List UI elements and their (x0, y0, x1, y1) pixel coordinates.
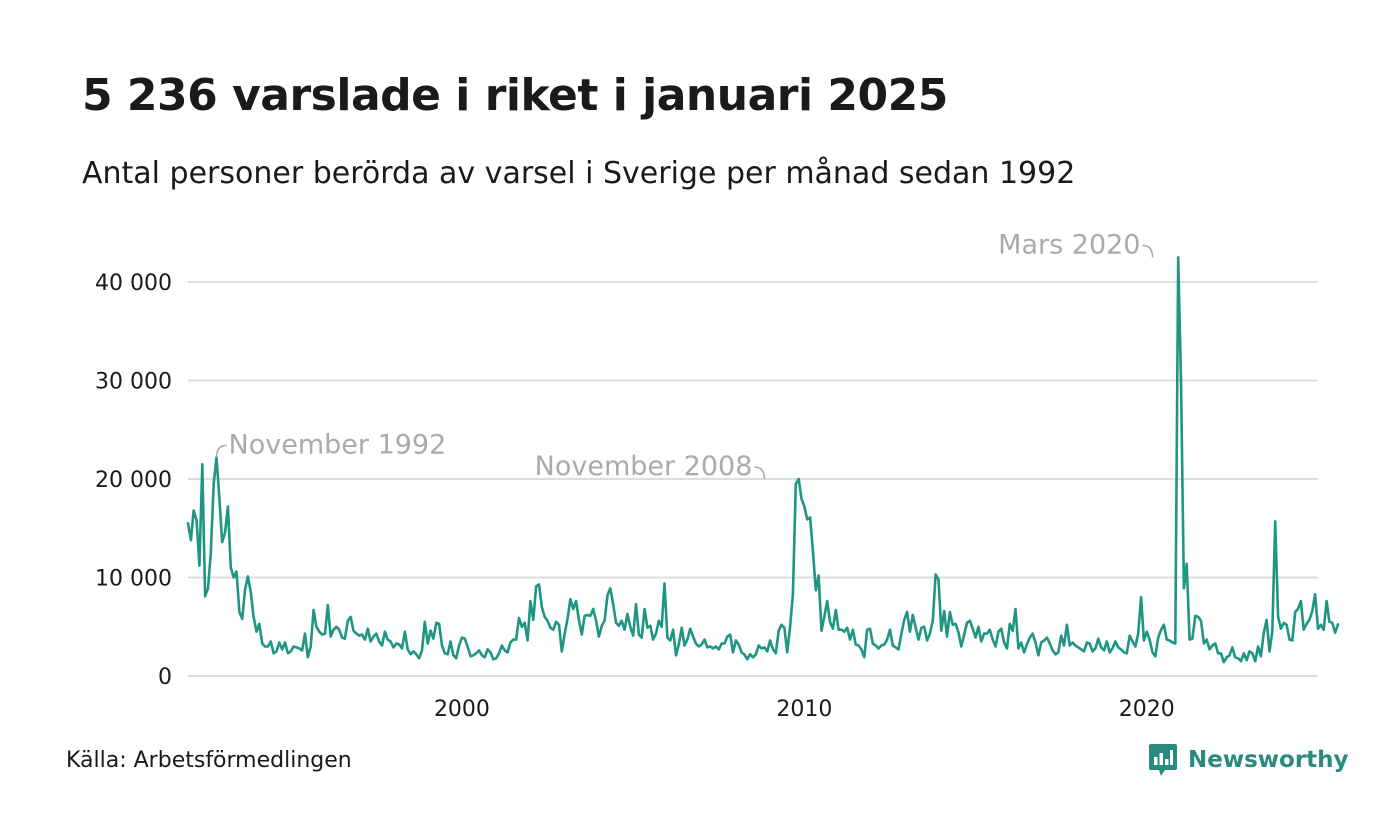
y-tick-label: 40 000 (95, 271, 172, 296)
x-axis-labels: 2000 2010 2020 (434, 697, 1175, 722)
y-tick-label: 30 000 (95, 370, 172, 395)
line-chart: 0 10 000 20 000 30 000 40 000 2000 2010 2020 N… (95, 229, 1340, 722)
annotation-connector (1142, 244, 1154, 258)
annotation: November 1992 (215, 429, 447, 460)
annotation-layer: November 1992 November 2008 Mars 2020 (215, 229, 1154, 482)
annotation-label: November 2008 (535, 451, 753, 482)
chart-title: 5 236 varslade i riket i januari 2025 (82, 70, 948, 121)
annotation-connector (215, 444, 227, 458)
y-axis-labels: 0 10 000 20 000 30 000 40 000 (95, 271, 172, 690)
x-tick-label: 2000 (434, 697, 490, 722)
series-line (186, 256, 1340, 664)
source-note: Källa: Arbetsförmedlingen (66, 748, 352, 773)
x-tick-label: 2010 (776, 697, 832, 722)
grid-layer (188, 281, 1318, 677)
y-tick-label: 10 000 (95, 567, 172, 592)
chart-subtitle: Antal personer berörda av varsel i Sveri… (82, 156, 1076, 191)
annotation: November 2008 (535, 451, 766, 482)
series-layer (186, 256, 1340, 664)
y-tick-label: 0 (158, 665, 172, 690)
brand-name: Newsworthy (1188, 747, 1349, 773)
y-tick-label: 20 000 (95, 468, 172, 493)
x-tick-label: 2020 (1119, 697, 1175, 722)
annotation-label: Mars 2020 (998, 229, 1140, 260)
annotation: Mars 2020 (998, 229, 1154, 260)
newsworthy-logo-icon (1149, 744, 1177, 776)
brand-logo[interactable]: Newsworthy (1148, 742, 1349, 778)
annotation-connector (754, 466, 766, 480)
annotation-label: November 1992 (229, 429, 447, 460)
